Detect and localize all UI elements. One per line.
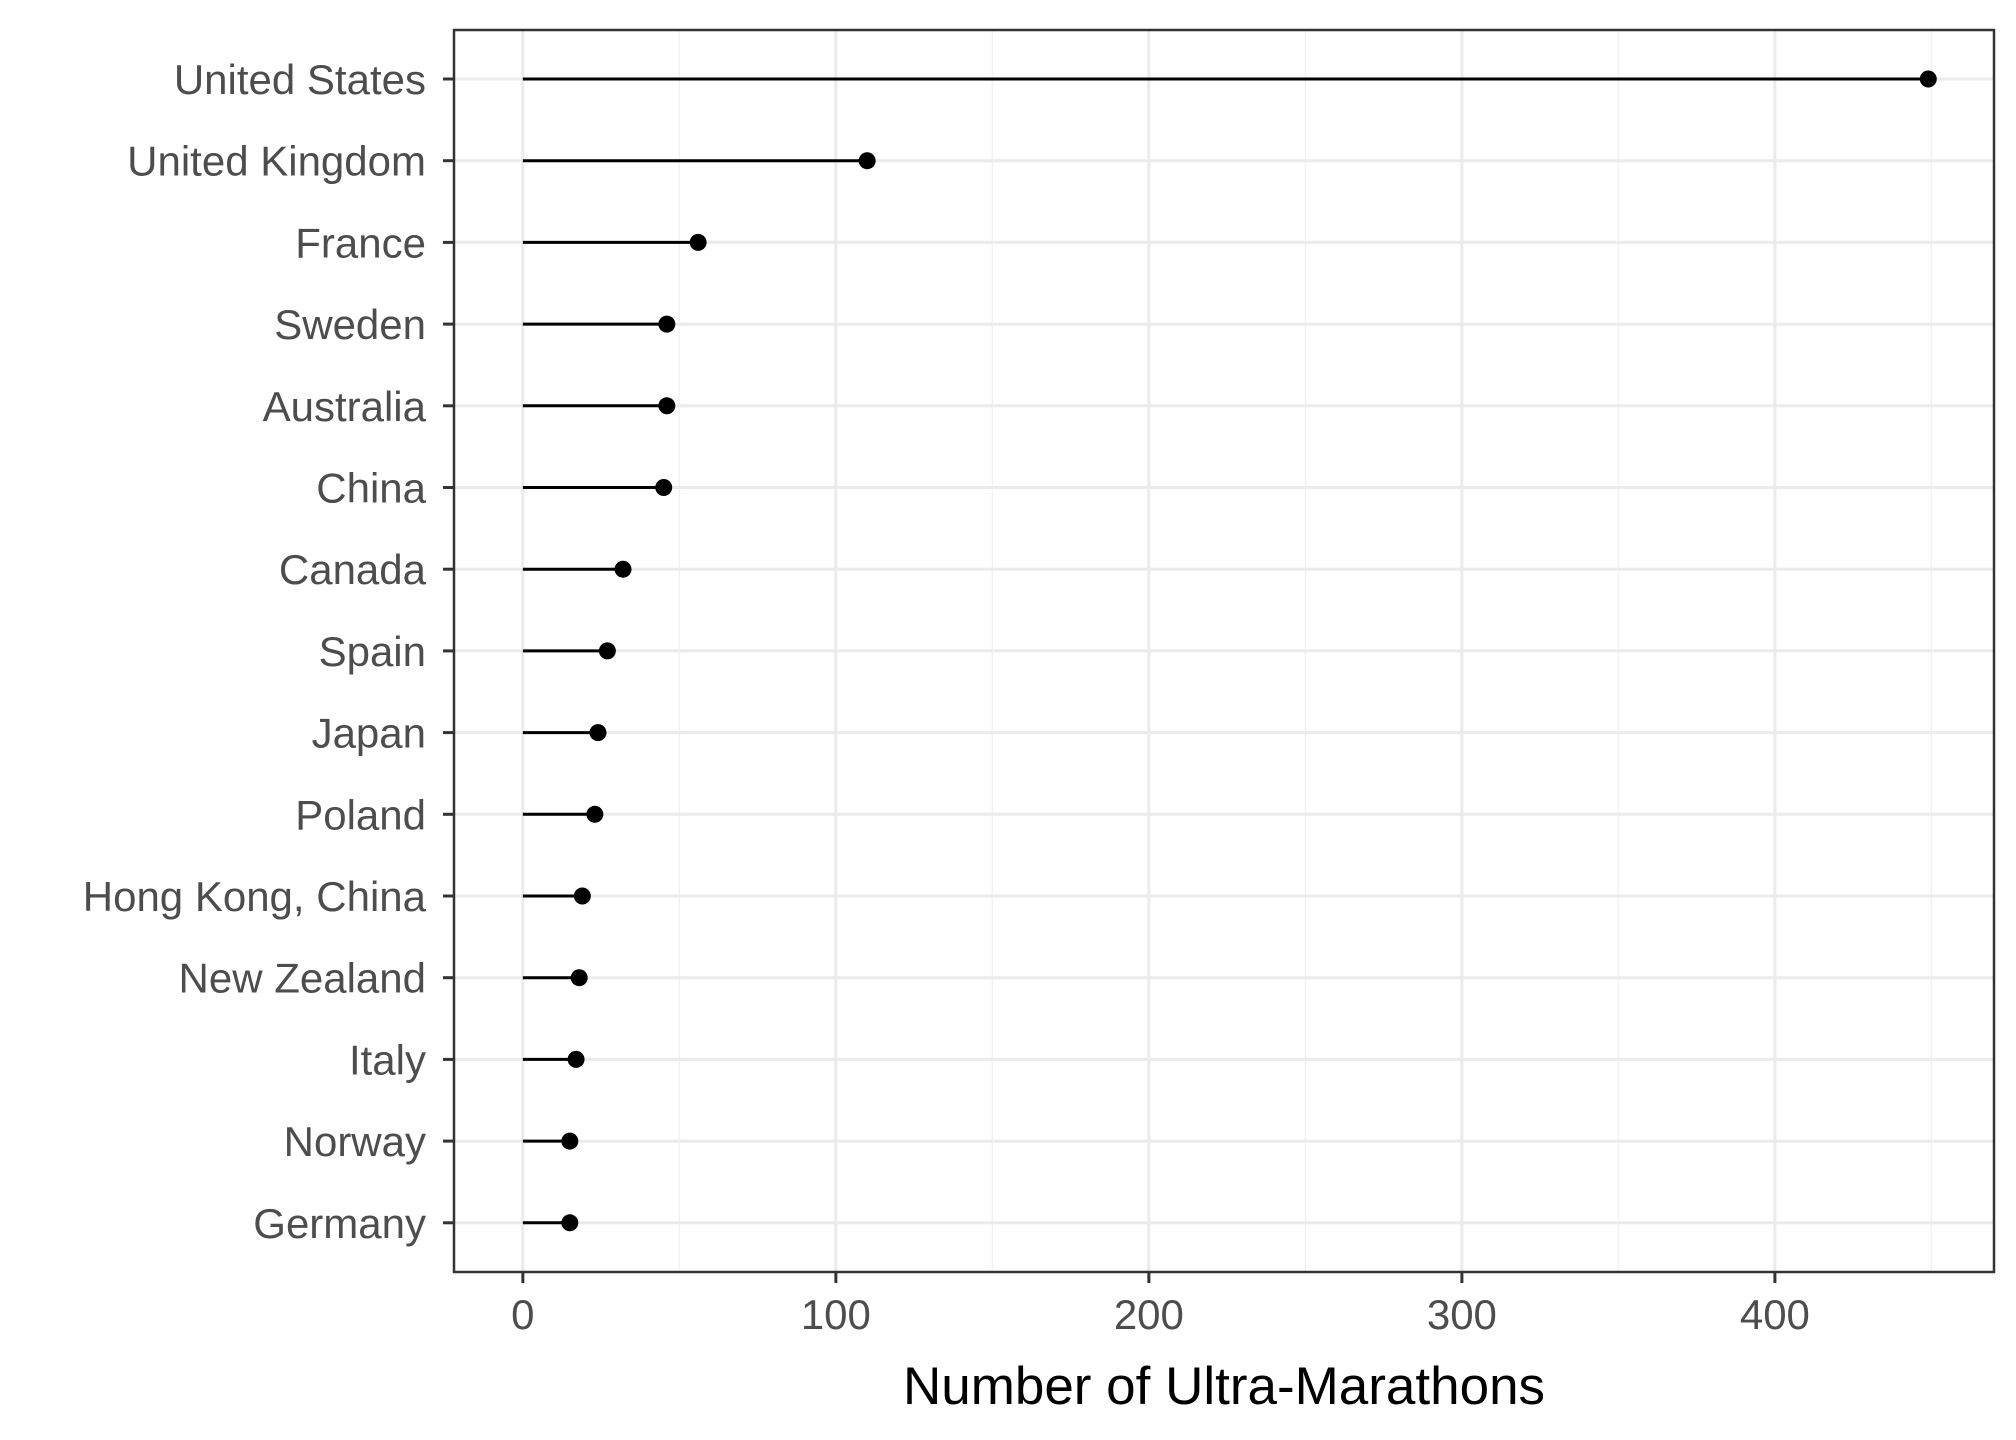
- y-tick-label: Poland: [295, 791, 426, 838]
- y-tick-label: China: [316, 465, 426, 512]
- y-tick-label: Japan: [312, 710, 426, 757]
- lollipop-point: [614, 560, 632, 578]
- major-gridlines: [454, 30, 1994, 1272]
- x-tick-label: 200: [1114, 1291, 1184, 1338]
- y-tick-label: Canada: [279, 546, 427, 593]
- lollipop-point: [570, 969, 588, 987]
- lollipop-marks: [522, 70, 1937, 1232]
- lollipop-point: [658, 315, 676, 333]
- lollipop-point: [586, 805, 604, 823]
- y-tick-label: Spain: [319, 628, 426, 675]
- lollipop-point: [598, 642, 616, 660]
- x-axis: 0 100 200 300 400: [511, 1272, 1810, 1338]
- y-axis: United States United Kingdom France Sweden A…: [83, 56, 454, 1247]
- lollipop-point: [658, 397, 676, 415]
- x-axis-title: Number of Ultra-Marathons: [903, 1357, 1545, 1416]
- lollipop-point: [858, 152, 876, 170]
- lollipop-point: [561, 1132, 579, 1150]
- x-tick-label: 400: [1740, 1291, 1810, 1338]
- y-tick-label: Hong Kong, China: [83, 873, 427, 920]
- y-tick-label: Australia: [263, 383, 427, 430]
- y-tick-label: Norway: [284, 1118, 426, 1165]
- lollipop-point: [689, 233, 707, 251]
- y-tick-label: France: [295, 219, 426, 266]
- y-tick-label: United Kingdom: [127, 138, 426, 185]
- x-tick-label: 100: [801, 1291, 871, 1338]
- y-tick-label: Sweden: [274, 301, 426, 348]
- lollipop-point: [573, 887, 591, 905]
- lollipop-point: [589, 724, 607, 742]
- y-tick-label: New Zealand: [179, 955, 426, 1002]
- y-tick-label: Germany: [253, 1200, 426, 1247]
- x-tick-label: 300: [1427, 1291, 1497, 1338]
- y-tick-label: Italy: [349, 1036, 426, 1083]
- x-tick-label: 0: [511, 1291, 534, 1338]
- y-tick-label: United States: [174, 56, 426, 103]
- lollipop-point: [1919, 70, 1937, 88]
- lollipop-point: [567, 1050, 585, 1068]
- lollipop-point: [561, 1214, 579, 1232]
- lollipop-point: [655, 479, 673, 496]
